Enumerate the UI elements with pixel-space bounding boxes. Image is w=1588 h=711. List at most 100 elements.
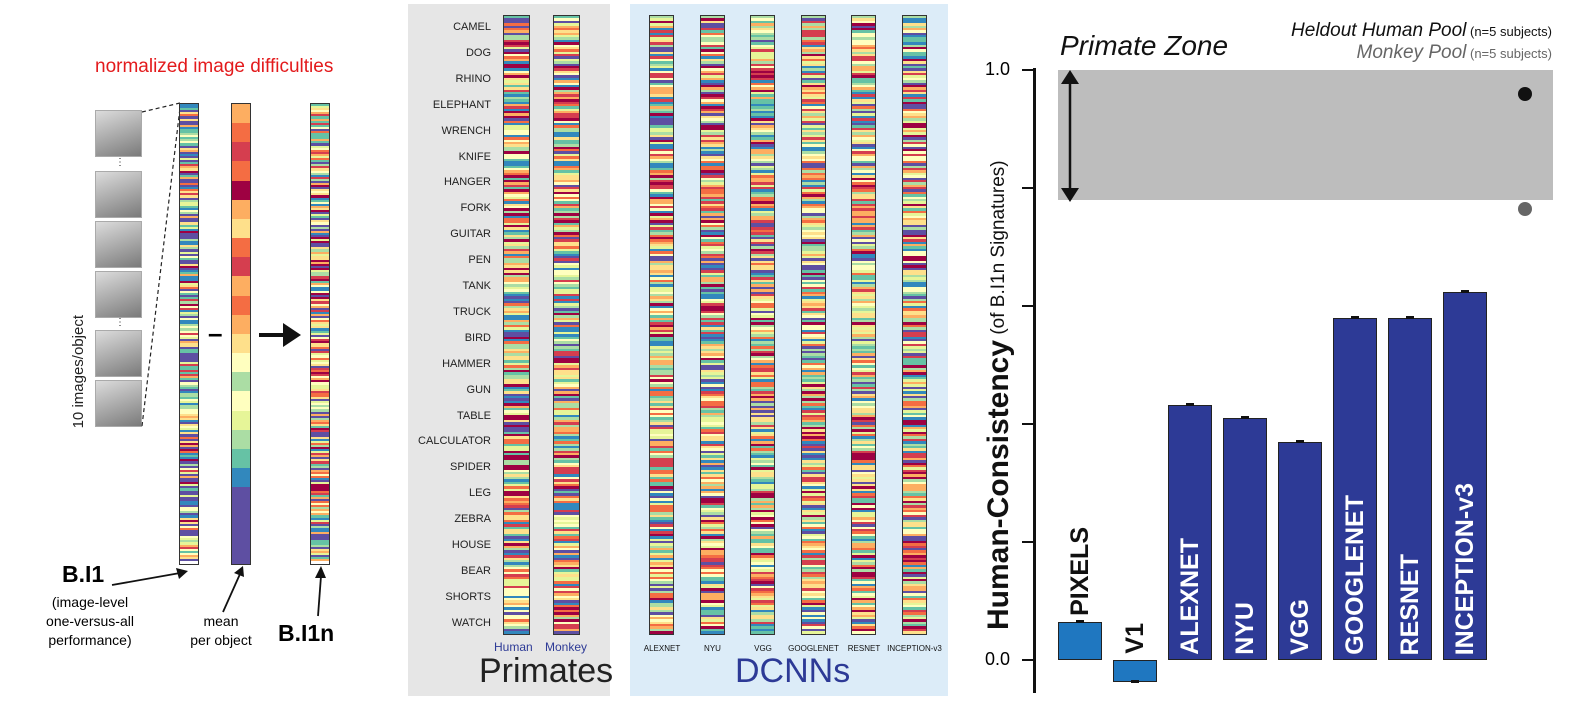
- dcnn-column: [750, 15, 775, 635]
- dcnn-label: ALEXNET: [643, 644, 681, 653]
- y-axis-label: Human-Consistency (of B.I1n Signatures): [982, 160, 1015, 630]
- error-bar: [1406, 315, 1414, 319]
- dcnn-label: NYU: [704, 644, 721, 653]
- dcnn-panel: [630, 4, 948, 696]
- object-label: GUN: [466, 383, 491, 396]
- bar-label: INCEPTION-v3: [1451, 482, 1479, 655]
- bi1n-column: [310, 103, 330, 565]
- object-label: HAMMER: [442, 357, 491, 370]
- object-label: BIRD: [464, 331, 491, 344]
- y-axis: [1033, 68, 1036, 693]
- human-column: [503, 15, 530, 635]
- bar-label: ALEXNET: [1176, 538, 1204, 655]
- object-label: BEAR: [461, 564, 491, 577]
- reference-legend: Monkey Pool (n=5 subjects): [1356, 42, 1552, 63]
- reference-dot: [1518, 201, 1532, 216]
- object-label: TANK: [462, 280, 491, 292]
- bar: [1113, 660, 1157, 682]
- dcnn-column: [649, 15, 674, 635]
- object-label: GUITAR: [450, 228, 491, 241]
- y-tick: [1022, 187, 1034, 189]
- object-label: ZEBRA: [454, 513, 491, 526]
- mean-label: mean per object: [190, 613, 252, 648]
- thumbnail-image: [95, 221, 142, 268]
- y-tick: [1022, 423, 1034, 425]
- dcnn-column: [699, 15, 725, 635]
- ellipsis: ⋮: [115, 317, 125, 328]
- bi1-column: [179, 103, 199, 565]
- arrow-icon: [222, 566, 244, 613]
- arrow-right-icon: [259, 323, 301, 347]
- y-tick: [1022, 541, 1034, 543]
- y-tick: [1022, 69, 1034, 71]
- object-label: ELEPHANT: [432, 98, 491, 111]
- bar: [1333, 317, 1377, 660]
- images-per-object-label: 10 images/object: [70, 315, 87, 429]
- object-label: SHORTS: [445, 590, 491, 603]
- thumbnail-image: [95, 171, 142, 218]
- monkey-column: [553, 15, 580, 635]
- y-tick-label: 0.0: [984, 649, 1010, 669]
- object-label: TRUCK: [453, 305, 491, 318]
- thumbnail-image: [95, 271, 142, 318]
- dcnn-column: [901, 15, 927, 635]
- bar: [1168, 405, 1212, 660]
- y-tick: [1022, 305, 1034, 307]
- thumbnail-image: [95, 330, 142, 377]
- primate-zone: [1058, 70, 1553, 200]
- y-tick: [1022, 659, 1034, 661]
- bar: [1223, 418, 1267, 660]
- dcnn-label: INCEPTION-v3: [887, 644, 942, 653]
- object-label: KNIFE: [458, 150, 491, 163]
- object-label: PEN: [468, 254, 491, 267]
- bi1n-label: B.I1n: [278, 620, 335, 646]
- dcnn-label: GOOGLENET: [788, 644, 839, 653]
- thumbnail-image: [95, 110, 142, 157]
- monkey-label: Monkey: [545, 640, 588, 654]
- bar-label: PIXELS: [1066, 526, 1094, 616]
- y-tick-label: 1.0: [984, 59, 1010, 79]
- bi1-description: (image-level one-versus-all performance): [46, 594, 134, 648]
- bar: [1278, 441, 1322, 660]
- bar-label: GOOGLENET: [1341, 495, 1369, 655]
- object-label: HANGER: [443, 176, 491, 189]
- error-bar: [1131, 679, 1139, 683]
- primates-title: Primates: [479, 652, 614, 690]
- arrow-icon: [315, 566, 326, 617]
- error-bar: [1076, 619, 1084, 623]
- object-label: FORK: [460, 202, 491, 215]
- human-label: Human: [494, 640, 533, 654]
- dcnn-column: [851, 15, 876, 635]
- object-label: CALCULATOR: [418, 435, 491, 448]
- error-bar: [1186, 403, 1194, 407]
- difficulty-title: normalized image difficulties: [95, 56, 334, 77]
- object-label: DOG: [465, 46, 491, 59]
- object-label: WATCH: [451, 616, 491, 629]
- object-label: HOUSE: [451, 539, 491, 551]
- bar: [1443, 292, 1487, 660]
- reference-legend: Heldout Human Pool (n=5 subjects): [1291, 20, 1552, 41]
- arrow-icon: [111, 568, 188, 586]
- bar-label: RESNET: [1396, 553, 1424, 655]
- minus-sign: –: [208, 318, 223, 348]
- error-bar: [1351, 315, 1359, 319]
- reference-dot: [1518, 86, 1532, 101]
- bar-label: VGG: [1286, 599, 1314, 655]
- object-label: LEG: [468, 487, 491, 500]
- object-label: RHINO: [455, 72, 491, 85]
- dcnn-label: RESNET: [847, 644, 881, 653]
- dcnn-column: [800, 15, 826, 635]
- dcnn-label: VGG: [754, 644, 772, 653]
- object-label: TABLE: [456, 409, 491, 422]
- object-label: CAMEL: [453, 21, 491, 33]
- thumbnail-image: [95, 380, 142, 427]
- bar: [1388, 317, 1432, 660]
- error-bar: [1241, 416, 1249, 420]
- mean-per-object-column: [231, 103, 251, 565]
- dcnn-title: DCNNs: [735, 652, 851, 690]
- error-bar: [1461, 290, 1469, 294]
- bar-label: NYU: [1231, 602, 1259, 655]
- ellipsis: ⋮: [115, 157, 125, 168]
- object-label: WRENCH: [441, 124, 492, 137]
- double-arrow-icon: [1061, 70, 1079, 202]
